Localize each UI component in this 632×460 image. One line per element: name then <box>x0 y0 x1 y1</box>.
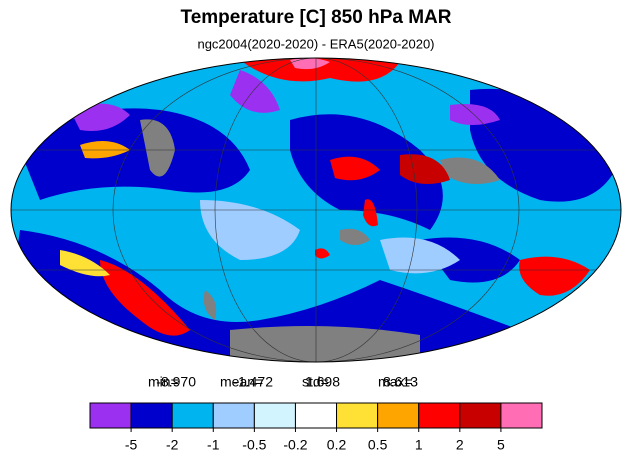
level-label: 1 <box>415 437 423 453</box>
stat-value: -8.970 <box>156 374 196 390</box>
color-box <box>500 402 543 429</box>
color-box <box>294 402 338 429</box>
map <box>11 58 621 362</box>
stat-label: std= <box>302 374 329 390</box>
level-label: -0.5 <box>242 437 266 453</box>
stat-label: max= <box>378 374 413 390</box>
region <box>400 154 450 184</box>
color-box <box>89 402 132 429</box>
stat-value: -1.472 <box>233 374 273 390</box>
color-box <box>336 402 379 429</box>
title: Temperature [C] 850 hPa MAR <box>181 7 452 28</box>
land <box>203 290 217 320</box>
level-label: 0.5 <box>368 437 388 453</box>
stats: min=-8.970 mean=-1.472 std=1.698 max=8.613 <box>148 374 418 390</box>
region <box>330 156 380 181</box>
stat-value: 8.613 <box>383 374 418 390</box>
color-box <box>130 402 173 429</box>
region <box>380 237 460 274</box>
region <box>450 104 500 125</box>
color-box <box>377 402 420 429</box>
region <box>60 250 110 277</box>
land <box>140 119 175 177</box>
level-label: -1 <box>207 437 220 453</box>
color-box <box>253 402 296 429</box>
graticule <box>11 58 621 362</box>
color-box <box>171 402 214 429</box>
stat-label: mean= <box>220 374 263 390</box>
level-label: -5 <box>125 437 138 453</box>
region <box>519 256 590 296</box>
stat-value: 1.698 <box>305 374 340 390</box>
color-box <box>212 402 255 429</box>
region <box>290 58 330 70</box>
level-label: 2 <box>456 437 464 453</box>
color-box <box>459 402 502 429</box>
level-label: 0.2 <box>327 437 347 453</box>
level-label: 5 <box>497 437 505 453</box>
region <box>230 70 280 113</box>
stat-label: min= <box>148 374 179 390</box>
land <box>340 228 370 245</box>
region <box>20 108 250 200</box>
color-box <box>418 402 461 429</box>
level-label: -0.2 <box>283 437 307 453</box>
map-border <box>10 57 622 363</box>
region <box>363 199 378 227</box>
region <box>315 248 330 259</box>
land <box>230 326 420 362</box>
land <box>440 157 500 184</box>
region <box>470 88 620 202</box>
region <box>200 200 300 260</box>
colorbar: -5 -2 -1 -0.5 -0.2 0.2 0.5 1 2 5 <box>89 402 543 453</box>
level-label: -2 <box>166 437 179 453</box>
subtitle: ngc2004(2020-2020) - ERA5(2020-2020) <box>197 36 434 51</box>
region <box>240 58 400 82</box>
region <box>100 260 190 336</box>
region <box>80 141 130 159</box>
